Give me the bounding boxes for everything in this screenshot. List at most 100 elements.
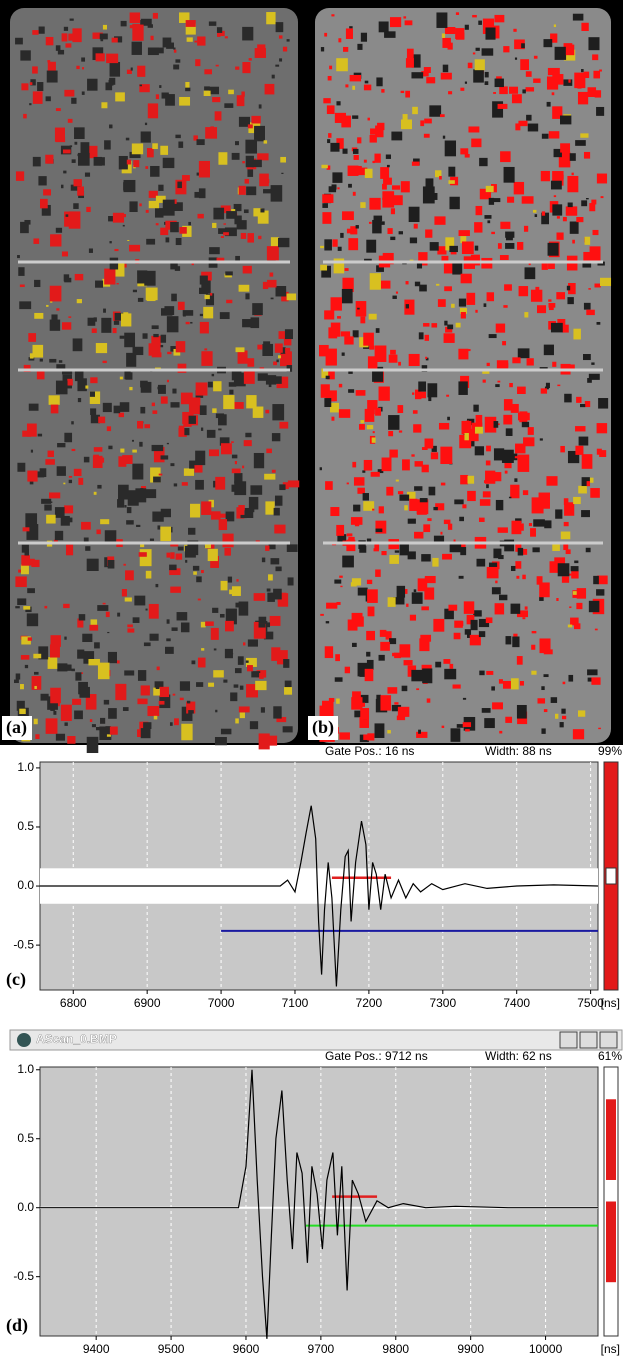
texture [360,32,368,42]
texture [213,207,225,220]
texture [381,89,385,93]
texture [129,386,133,391]
texture [74,127,85,139]
texture [248,58,252,61]
texture [104,268,116,285]
texture [148,708,153,714]
texture [102,602,106,605]
texture [588,37,600,51]
texture [364,668,374,682]
texture [211,373,215,377]
texture [194,465,203,473]
texture [272,404,285,421]
texture [175,237,182,246]
texture [433,618,445,632]
texture [26,613,39,627]
texture [481,48,494,56]
texture [28,403,39,411]
texture [82,67,85,70]
texture [322,212,332,224]
texture [205,127,218,139]
texture [484,718,495,729]
texture [455,32,465,40]
texture [476,558,486,567]
texture [179,227,187,234]
texture [257,210,269,224]
texture [597,575,608,585]
texture [516,610,529,618]
texture [390,208,396,215]
texture [320,613,324,616]
texture [81,91,85,95]
texture [229,589,237,595]
texture [599,69,602,72]
texture [505,636,512,645]
texture [64,89,75,97]
texture [38,646,49,660]
texture [588,373,600,380]
texture [541,686,545,691]
texture [77,378,87,392]
texture [88,248,93,253]
texture [513,633,518,637]
texture [150,467,161,483]
texture [474,222,483,233]
texture [179,12,190,23]
texture [160,508,171,518]
texture [504,539,515,552]
window-button[interactable] [559,1031,578,1049]
texture [348,369,353,374]
texture [254,125,265,140]
texture [464,153,470,158]
texture [80,142,90,156]
texture [564,393,572,403]
waveform [40,1069,598,1339]
texture [408,206,420,223]
texture [592,54,599,61]
texture [247,124,253,129]
texture [499,594,508,601]
texture [328,697,335,702]
texture [505,242,515,249]
texture [45,718,58,734]
texture [502,362,509,368]
texture [576,217,584,223]
plot-area [39,1066,599,1337]
texture [462,722,472,728]
texture [578,436,589,446]
texture [153,446,165,463]
texture [175,553,183,560]
texture [186,700,191,704]
texture [140,20,150,25]
texture [260,707,265,713]
texture [455,12,460,15]
texture [124,597,132,602]
texture [569,153,576,161]
texture [253,621,266,639]
texture [129,25,136,29]
texture [93,447,103,452]
texture [543,344,554,356]
texture [137,270,148,284]
texture [16,700,25,711]
texture [127,239,130,242]
texture [430,452,439,460]
texture [37,82,44,92]
texture [197,657,206,668]
texture [115,92,125,102]
texture [170,346,179,352]
texture [353,477,365,486]
texture [557,563,570,577]
window-button[interactable] [599,1031,618,1049]
texture [139,84,150,93]
window-button[interactable] [579,1031,598,1049]
texture [223,679,228,683]
texture [185,23,196,35]
texture [567,450,580,464]
texture [68,316,72,318]
texture [534,214,538,217]
texture [235,141,239,146]
texture [539,438,543,441]
texture [37,433,43,437]
